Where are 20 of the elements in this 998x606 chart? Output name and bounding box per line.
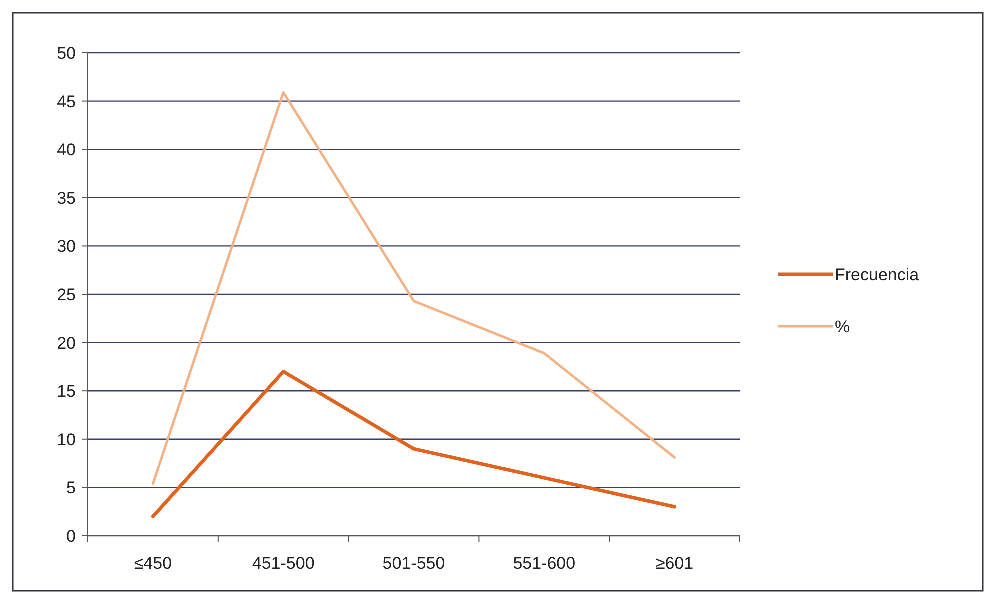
y-tick-label: 10	[57, 430, 76, 450]
line-series	[152, 91, 676, 486]
y-tick-label: 0	[66, 526, 76, 546]
y-tick-label: 5	[66, 478, 76, 498]
y-tick-label: 50	[57, 44, 76, 63]
x-tick-label: ≥601	[656, 554, 694, 573]
line-series	[151, 370, 677, 518]
x-tick-label: ≤450	[134, 554, 172, 573]
x-tick-label: 451-500	[252, 554, 315, 573]
x-tick-label: 501-550	[382, 554, 446, 573]
y-tick-label: 30	[57, 237, 76, 256]
y-tick-label: 35	[57, 188, 76, 208]
y-tick-label: 20	[57, 334, 76, 353]
y-tick-label: 15	[57, 382, 76, 402]
y-tick-label: 45	[57, 92, 76, 112]
x-tick-label: 551-600	[513, 554, 576, 573]
legend-label: Frecuencia	[835, 265, 920, 284]
y-tick-label: 40	[57, 140, 76, 160]
y-tick-label: 25	[57, 285, 76, 304]
legend-label: %	[835, 317, 850, 336]
